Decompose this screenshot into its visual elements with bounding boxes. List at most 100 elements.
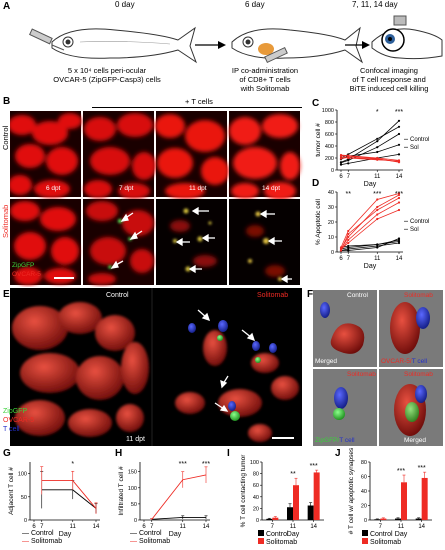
panel-label-f: F bbox=[307, 289, 314, 300]
d-line-control-1 bbox=[340, 239, 400, 250]
j-y-tick-label: 0 bbox=[364, 518, 367, 524]
g-y-tick-label: 50 bbox=[21, 495, 27, 501]
d-y-tick-label: 40 bbox=[328, 190, 334, 196]
panel-f-renders bbox=[313, 290, 443, 446]
c-point bbox=[376, 157, 379, 160]
j-bar-solitomab bbox=[380, 518, 387, 520]
j-bar-solitomab bbox=[421, 477, 428, 520]
panel-b-micrographs bbox=[10, 111, 300, 285]
f-merged-label-1: Merged bbox=[315, 358, 338, 365]
h-x-tick-label: 7 bbox=[150, 524, 154, 530]
c-y-tick-label: 0 bbox=[331, 168, 334, 174]
h-y-label: Infiltrated T cell # bbox=[118, 466, 125, 516]
c-x-tick-label: 14 bbox=[396, 174, 403, 180]
j-bar-solitomab bbox=[401, 482, 407, 520]
d-point bbox=[376, 217, 379, 221]
j-y-label: # T cell w/ apoptotic synapses bbox=[348, 448, 355, 534]
row-label-control: Control bbox=[1, 125, 10, 150]
micrograph-solitomab-11dpt bbox=[156, 199, 227, 285]
d-significance: ** bbox=[346, 191, 352, 198]
apoptosis-arrows bbox=[110, 206, 292, 284]
i-y-tick-label: 60 bbox=[253, 483, 259, 489]
h-x-label: Day bbox=[169, 531, 182, 538]
d-x-label: Day bbox=[364, 263, 377, 270]
dpt-label-6: 6 dpt bbox=[46, 185, 61, 192]
h-x-tick-label: 14 bbox=[203, 524, 210, 530]
legend-i-control: Control bbox=[258, 530, 289, 539]
micrograph-control-11dpt bbox=[155, 111, 229, 199]
e-legend-zipgfp: ZipGFP bbox=[3, 408, 28, 415]
h-y-tick-label: 150 bbox=[128, 470, 137, 476]
e-control-label: Control bbox=[106, 292, 129, 299]
panel-label-a: A bbox=[3, 1, 11, 12]
micrograph-control-14dpt bbox=[229, 111, 300, 200]
d-point bbox=[339, 249, 343, 252]
c-line-sol-3 bbox=[340, 155, 400, 163]
i-y-label: % T cell contacting tumor bbox=[240, 454, 247, 528]
d-line-control-3 bbox=[340, 241, 400, 248]
c-point bbox=[339, 163, 343, 166]
c-line-control-3 bbox=[340, 154, 400, 165]
legend-j-control: Control bbox=[362, 530, 393, 539]
i-y-tick-label: 40 bbox=[253, 495, 259, 501]
legend-ovcar-b: OVCAR-5 bbox=[12, 271, 41, 278]
h-y-tick-label: 50 bbox=[131, 502, 137, 508]
dpt-label-7: 7 dpt bbox=[119, 185, 134, 192]
j-bar-control bbox=[374, 519, 381, 520]
d-point bbox=[376, 198, 379, 201]
d-point bbox=[397, 192, 401, 195]
e-legend-ovcar: OVCAR-5 bbox=[3, 417, 35, 424]
d-point bbox=[376, 208, 379, 212]
e-dpt-label: 11 dpt bbox=[126, 436, 145, 443]
d-x-tick-label: 6 bbox=[339, 256, 343, 262]
c-point bbox=[339, 161, 343, 164]
d-point bbox=[397, 240, 401, 243]
scale-bar-e bbox=[272, 437, 294, 439]
d-point bbox=[347, 241, 350, 245]
h-significance: *** bbox=[179, 461, 187, 468]
g-significance: * bbox=[71, 461, 74, 468]
d-y-label: % Apoptotic cell bbox=[315, 199, 322, 245]
i-y-tick-label: 80 bbox=[253, 472, 259, 478]
micrograph-solitomab-6dpt bbox=[10, 199, 81, 285]
d-significance: *** bbox=[373, 191, 381, 198]
f-solitomab-merged bbox=[394, 384, 427, 436]
panel-label-j: J bbox=[335, 448, 341, 459]
d-point bbox=[347, 229, 350, 233]
i-x-label: Day bbox=[287, 531, 300, 538]
step2-text: IP co-administration of CD8+ T cells with … bbox=[231, 66, 299, 93]
day-final-label: 7, 11, 14 day bbox=[352, 0, 398, 9]
i-bar-solitomab bbox=[313, 472, 320, 520]
i-y-tick-label: 0 bbox=[256, 518, 259, 524]
d-point bbox=[347, 232, 350, 236]
panel-a-schematic bbox=[29, 15, 443, 64]
c-point bbox=[397, 143, 401, 146]
c-point bbox=[397, 125, 401, 128]
d-point bbox=[376, 213, 379, 216]
step3-text: Confocal imaging of T cell response and Bi… bbox=[349, 66, 429, 93]
h-series-solitomab bbox=[151, 474, 207, 520]
panel-label-e: E bbox=[3, 289, 10, 300]
d-point bbox=[376, 205, 379, 209]
micrograph-solitomab-7dpt bbox=[83, 199, 154, 285]
j-x-tick-label: 7 bbox=[379, 524, 383, 530]
j-y-tick-label: 20 bbox=[361, 504, 367, 510]
i-x-tick-label: 11 bbox=[290, 524, 297, 530]
step1-text: 5 x 10⁴ cells peri-ocular OVCAR-5 (ZipGFP… bbox=[53, 66, 161, 84]
c-point bbox=[397, 153, 401, 156]
t-cells-bracket bbox=[92, 107, 302, 108]
h-y-tick-label: 0 bbox=[134, 518, 137, 524]
c-point bbox=[347, 159, 350, 162]
f-zipgfp-tcell bbox=[333, 387, 348, 420]
c-x-tick-label: 6 bbox=[339, 174, 343, 180]
e-solitomab-label: Solitomab bbox=[257, 292, 289, 299]
d-end-label: Control bbox=[410, 219, 429, 225]
g-x-label: Day bbox=[59, 531, 72, 538]
c-significance: *** bbox=[395, 109, 403, 116]
j-y-tick-label: 40 bbox=[361, 489, 367, 495]
d-point bbox=[347, 235, 350, 239]
i-significance: ** bbox=[290, 471, 296, 478]
c-point bbox=[339, 154, 343, 157]
micrograph-control-6dpt bbox=[10, 111, 82, 198]
